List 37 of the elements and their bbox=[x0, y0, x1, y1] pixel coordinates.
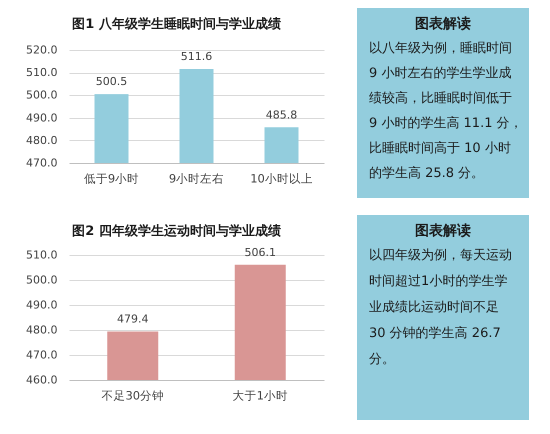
y-tick-label: 520.0 bbox=[26, 44, 58, 56]
text: 图表解读 bbox=[415, 16, 471, 32]
x-tick-label: 低于9小时 bbox=[84, 172, 140, 186]
x-tick-label: 大于1小时 bbox=[232, 388, 288, 402]
text: 30 分钟的学生高 26.7 bbox=[369, 325, 501, 341]
y-tick-label: 510.0 bbox=[26, 248, 58, 262]
data-label: 479.4 bbox=[117, 312, 148, 326]
chart-title: 图2 四年级学生运动时间与学业成绩 bbox=[72, 223, 281, 239]
x-tick-label: 10小时以上 bbox=[250, 172, 313, 186]
y-tick-label: 490.0 bbox=[26, 298, 58, 312]
text: 图表解读 bbox=[415, 223, 471, 239]
text: 以四年级为例，每天运动 bbox=[369, 248, 512, 263]
text: 业成绩比运动时间不足 bbox=[369, 300, 499, 315]
text: 绩较高，比睡眠时间低于 bbox=[369, 90, 512, 106]
text: 时间超过1小时的学生学 bbox=[369, 274, 508, 289]
text: 以八年级为例，睡眠时间 bbox=[369, 41, 512, 56]
x-tick-label: 9小时左右 bbox=[168, 172, 224, 186]
y-tick-label: 470.0 bbox=[26, 156, 58, 170]
y-tick-label: 500.0 bbox=[26, 274, 58, 286]
y-tick-label: 480.0 bbox=[26, 324, 58, 336]
y-tick-label: 460.0 bbox=[26, 374, 58, 386]
y-tick-label: 500.0 bbox=[26, 88, 58, 102]
data-label: 506.1 bbox=[244, 246, 276, 259]
x-tick-label: 不足30分钟 bbox=[101, 388, 164, 402]
text: 9 小时的学生高 11.1 分， bbox=[369, 115, 523, 131]
text: 比睡眠时间高于 10 小时 bbox=[369, 140, 511, 156]
y-tick-label: 510.0 bbox=[26, 66, 58, 80]
chart-title: 图1 八年级学生睡眠时间与学业成绩 bbox=[72, 16, 281, 32]
text: 分。 bbox=[369, 352, 395, 367]
text: 9 小时左右的学生学业成 bbox=[369, 66, 512, 81]
data-label: 511.6 bbox=[180, 50, 212, 63]
data-label: 485.8 bbox=[266, 108, 298, 122]
y-tick-label: 470.0 bbox=[26, 348, 58, 362]
text: 的学生高 25.8 分。 bbox=[369, 165, 484, 181]
y-tick-label: 480.0 bbox=[26, 134, 58, 147]
data-label: 500.5 bbox=[96, 75, 128, 88]
y-tick-label: 490.0 bbox=[26, 111, 58, 124]
